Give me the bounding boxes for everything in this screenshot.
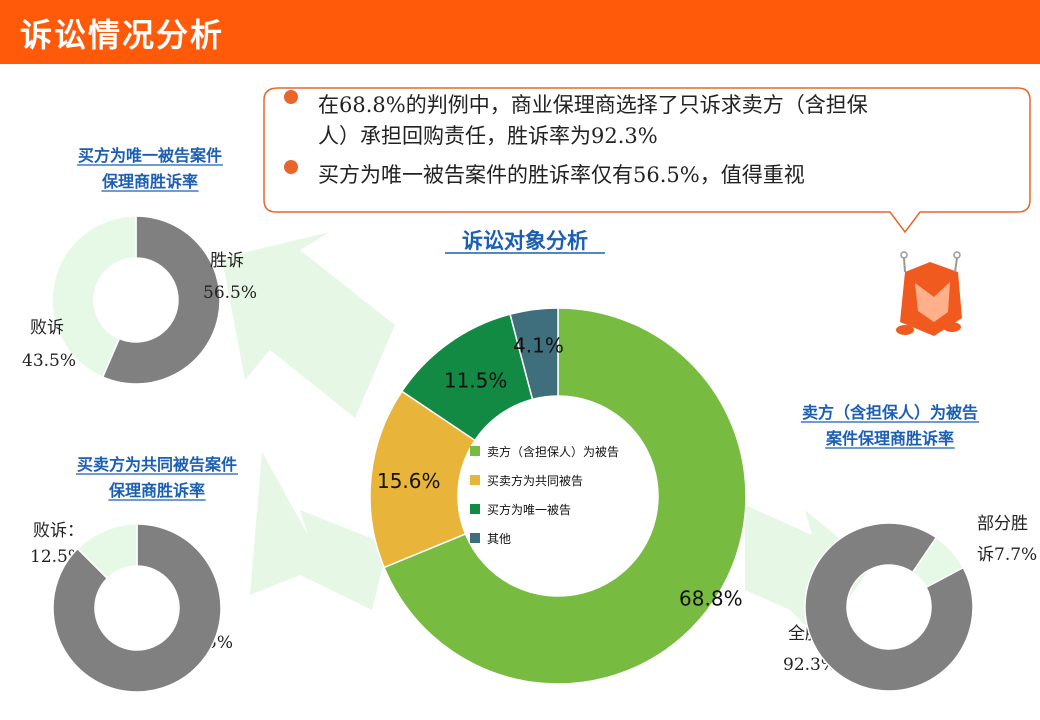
buyer-chart-title-line-2: 保理商胜诉率 [101, 172, 198, 191]
mascot-face [915, 282, 950, 322]
joint-chart-title-line-1: 买卖方为共同被告案件 [77, 455, 237, 474]
legend-label-3: 买方为唯一被告 [487, 502, 571, 517]
main-chart: 诉讼对象分析 68.8% 15.6% 11.5%4.1% 卖方（含担保人）为被告买卖方为… [369, 228, 747, 685]
main-chart-data-label-2: 15.6% [377, 469, 441, 493]
bullet-icon [284, 90, 298, 104]
legend-swatch-1 [470, 446, 480, 456]
joint-chart-title-line-2: 保理商胜诉率 [108, 481, 205, 500]
background-arrows [222, 232, 872, 640]
mascot-foot-left [896, 325, 914, 335]
legend-swatch-2 [470, 475, 480, 485]
main-chart-data-label-1: 68.8% [679, 586, 743, 610]
legend-label-1: 卖方（含担保人）为被告 [487, 444, 619, 459]
bullet-icon [284, 160, 298, 174]
buyer-chart-slice-1 [101, 215, 221, 385]
joint-chart-slice-2 [76, 523, 138, 580]
callout-bullet-2-line-1: 买方为唯一被告案件的胜诉率仅有56.5%，值得重视 [318, 163, 805, 187]
page-title: 诉讼情况分析 [20, 16, 225, 54]
seller-chart-value-2: 诉7.7% [977, 545, 1037, 565]
slide-canvas: 在68.8%的判例中，商业保理商选择了只诉求卖方（含担保人）承担回购责任，胜诉率… [22, 87, 1037, 693]
legend-label-4: 其他 [487, 532, 511, 546]
mascot-antenna-tip-right [953, 251, 961, 259]
callout-bullet-1-line-2: 人）承担回购责任，胜诉率为92.3% [318, 124, 658, 148]
buyer-chart-name-1: 胜诉 [210, 251, 244, 271]
legend-swatch-4 [470, 533, 480, 543]
arrow-to-buyer-chart [222, 232, 395, 418]
mascot-antenna-left [903, 257, 906, 273]
arrow-to-joint-chart [250, 452, 388, 610]
header-bar: 诉讼情况分析 [0, 0, 1040, 64]
seller-chart-slice-1 [804, 522, 974, 692]
callout-bullet-1-line-1: 在68.8%的判例中，商业保理商选择了只诉求卖方（含担保 [318, 93, 868, 117]
seller-chart-name-2: 部分胜 [977, 514, 1028, 534]
legend-swatch-3 [470, 504, 480, 514]
joint-chart: 买卖方为共同被告案件保理商胜诉率胜诉87.5%败诉：12.5% [30, 455, 238, 693]
seller-chart-title-line-2: 案件保理商胜诉率 [825, 429, 954, 448]
callout-frame [263, 87, 1031, 234]
mascot-foot-right [943, 322, 961, 332]
joint-chart-slice-1 [52, 523, 222, 693]
main-chart-slice-1 [383, 307, 747, 685]
legend-label-2: 买卖方为共同被告 [487, 473, 583, 488]
joint-chart-name-2: 败诉： [33, 521, 84, 541]
main-chart-data-label-3: 11.5% [444, 368, 508, 392]
seller-chart-slice-2 [911, 536, 965, 589]
mascot-icon [896, 251, 962, 336]
buyer-chart-name-2: 败诉 [30, 318, 64, 338]
buyer-chart-value-2: 43.5% [22, 351, 76, 371]
charts: 诉讼对象分析68.8%15.6%11.5%4.1%卖方（含担保人）为被告买卖方为… [22, 146, 1037, 693]
main-chart-data-label-4: 4.1% [513, 333, 564, 357]
mascot-antenna-right [954, 257, 958, 273]
buyer-chart-title-line-1: 买方为唯一被告案件 [78, 146, 222, 165]
seller-chart-title-line-1: 卖方（含担保人）为被告 [802, 403, 978, 422]
main-chart-title: 诉讼对象分析 [462, 228, 588, 253]
mascot-antenna-tip-left [900, 251, 908, 259]
main-chart-slice-4 [509, 307, 559, 401]
buyer-chart-value-1: 56.5% [203, 283, 257, 303]
callout-bubble: 在68.8%的判例中，商业保理商选择了只诉求卖方（含担保人）承担回购责任，胜诉率… [263, 87, 1031, 234]
buyer-chart-slice-2 [51, 215, 137, 379]
main-chart-slice-2 [369, 390, 476, 569]
